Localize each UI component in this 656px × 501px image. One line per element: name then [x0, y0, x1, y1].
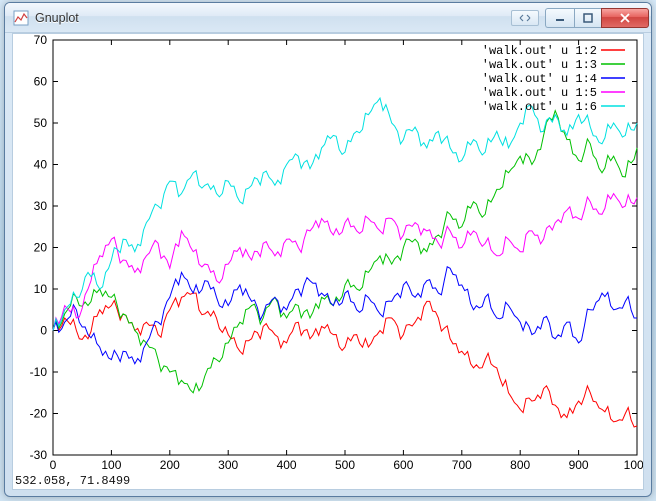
- svg-text:600: 600: [393, 458, 413, 472]
- plot-area[interactable]: 01002003004005006007008009001000-30-20-1…: [12, 33, 644, 490]
- status-coords: 532.058, 71.8499: [15, 474, 130, 488]
- svg-text:800: 800: [510, 458, 530, 472]
- titlebar[interactable]: Gnuplot: [5, 3, 651, 33]
- svg-text:30: 30: [34, 199, 48, 213]
- minimize-button[interactable]: [545, 8, 574, 28]
- svg-text:900: 900: [569, 458, 589, 472]
- svg-text:70: 70: [34, 34, 48, 47]
- svg-text:0: 0: [40, 324, 47, 338]
- svg-text:60: 60: [34, 75, 48, 89]
- svg-text:-20: -20: [30, 407, 48, 421]
- close-button[interactable]: [601, 8, 649, 28]
- svg-text:200: 200: [160, 458, 180, 472]
- window-title: Gnuplot: [35, 11, 511, 25]
- svg-text:20: 20: [34, 241, 48, 255]
- svg-text:-30: -30: [30, 448, 48, 462]
- aux-button[interactable]: [511, 10, 539, 26]
- svg-text:300: 300: [218, 458, 238, 472]
- maximize-button[interactable]: [574, 8, 601, 28]
- app-icon: [13, 10, 29, 26]
- app-window: Gnuplot 01002003004005006007008009001000…: [4, 2, 652, 497]
- svg-text:700: 700: [452, 458, 472, 472]
- svg-text:'walk.out' u 1:5: 'walk.out' u 1:5: [482, 86, 597, 100]
- svg-text:0: 0: [50, 458, 57, 472]
- svg-text:'walk.out' u 1:4: 'walk.out' u 1:4: [482, 72, 597, 86]
- svg-text:40: 40: [34, 158, 48, 172]
- svg-text:'walk.out' u 1:2: 'walk.out' u 1:2: [482, 44, 597, 58]
- svg-text:100: 100: [101, 458, 121, 472]
- svg-text:'walk.out' u 1:3: 'walk.out' u 1:3: [482, 58, 597, 72]
- svg-text:10: 10: [34, 282, 48, 296]
- svg-text:-10: -10: [30, 365, 48, 379]
- gnuplot-chart: 01002003004005006007008009001000-30-20-1…: [13, 34, 643, 489]
- svg-text:1000: 1000: [624, 458, 643, 472]
- svg-text:400: 400: [277, 458, 297, 472]
- window-controls: [545, 8, 649, 28]
- svg-text:'walk.out' u 1:6: 'walk.out' u 1:6: [482, 100, 597, 114]
- svg-text:500: 500: [335, 458, 355, 472]
- svg-text:50: 50: [34, 116, 48, 130]
